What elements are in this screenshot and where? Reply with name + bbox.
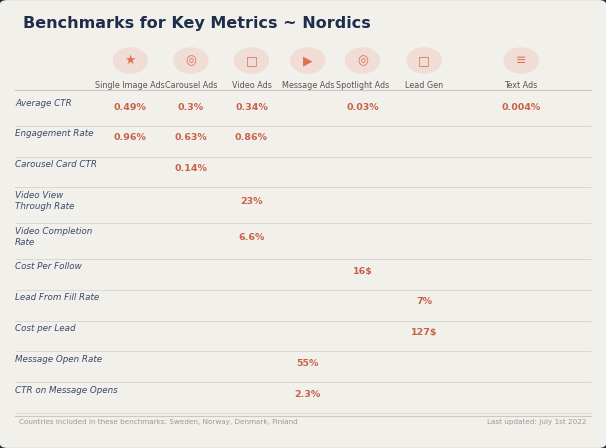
Text: Lead Gen: Lead Gen [405, 81, 443, 90]
Text: 55%: 55% [297, 359, 319, 368]
Text: ▶: ▶ [303, 54, 313, 67]
Text: Spotlight Ads: Spotlight Ads [336, 81, 389, 90]
Text: Countries included in these benchmarks: Sweden, Norway, Denmark, Finland: Countries included in these benchmarks: … [19, 419, 298, 425]
Text: 23%: 23% [240, 197, 263, 206]
Circle shape [504, 48, 538, 73]
Text: Average CTR: Average CTR [15, 99, 72, 108]
Text: 7%: 7% [416, 297, 432, 306]
Text: Last updated: July 1st 2022: Last updated: July 1st 2022 [487, 419, 587, 425]
Text: Carousel Card CTR: Carousel Card CTR [15, 160, 97, 169]
Text: 0.63%: 0.63% [175, 134, 207, 142]
Text: Message Ads: Message Ads [282, 81, 334, 90]
Text: 0.49%: 0.49% [114, 103, 147, 112]
Text: Engagement Rate: Engagement Rate [15, 129, 94, 138]
Text: 0.96%: 0.96% [114, 134, 147, 142]
Text: 0.03%: 0.03% [346, 103, 379, 112]
Circle shape [113, 48, 147, 73]
Text: ≡: ≡ [516, 54, 527, 67]
Text: Benchmarks for Key Metrics ~ Nordics: Benchmarks for Key Metrics ~ Nordics [23, 16, 371, 30]
Text: Carousel Ads: Carousel Ads [165, 81, 217, 90]
Text: Cost Per Follow: Cost Per Follow [15, 263, 82, 271]
Text: 2.3%: 2.3% [295, 390, 321, 399]
Text: Video View
Through Rate: Video View Through Rate [15, 191, 75, 211]
Text: 0.86%: 0.86% [235, 134, 268, 142]
Circle shape [174, 48, 208, 73]
Text: Video Ads: Video Ads [231, 81, 271, 90]
Circle shape [235, 48, 268, 73]
Text: 0.3%: 0.3% [178, 103, 204, 112]
Text: □: □ [245, 54, 258, 67]
Text: ◎: ◎ [185, 54, 196, 67]
Text: CTR on Message Opens: CTR on Message Opens [15, 386, 118, 395]
Text: 6.6%: 6.6% [238, 233, 265, 241]
Text: ◎: ◎ [357, 54, 368, 67]
Text: Message Open Rate: Message Open Rate [15, 355, 102, 364]
Text: 127$: 127$ [411, 328, 438, 337]
Text: 0.14%: 0.14% [175, 164, 207, 173]
Text: Text Ads: Text Ads [505, 81, 538, 90]
Text: 0.004%: 0.004% [502, 103, 541, 112]
Text: Cost per Lead: Cost per Lead [15, 324, 76, 333]
Text: ★: ★ [125, 54, 136, 67]
Text: Lead From Fill Rate: Lead From Fill Rate [15, 293, 99, 302]
Circle shape [345, 48, 379, 73]
Text: Single Image Ads: Single Image Ads [95, 81, 165, 90]
Text: Video Completion
Rate: Video Completion Rate [15, 227, 92, 247]
Circle shape [291, 48, 325, 73]
Text: 0.34%: 0.34% [235, 103, 268, 112]
Circle shape [407, 48, 441, 73]
Text: □: □ [418, 54, 430, 67]
Text: 16$: 16$ [353, 267, 372, 276]
